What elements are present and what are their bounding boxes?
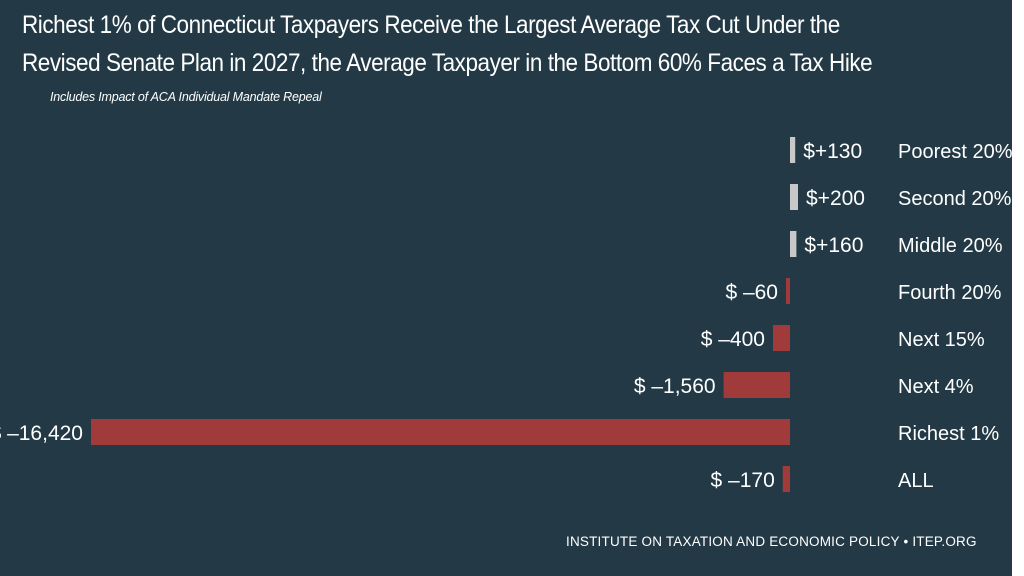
bar-5: [723, 372, 790, 398]
bar-6: [91, 419, 790, 445]
category-label-2: Middle 20%: [898, 235, 1003, 257]
category-label-7: ALL: [898, 470, 934, 492]
value-label-6: $ –16,420: [0, 422, 83, 445]
source-footer: INSTITUTE ON TAXATION AND ECONOMIC POLIC…: [566, 534, 977, 549]
chart-title: Richest 1% of Connecticut Taxpayers Rece…: [22, 6, 909, 82]
category-label-1: Second 20%: [898, 188, 1012, 210]
title-line-1: Richest 1% of Connecticut Taxpayers Rece…: [22, 11, 840, 39]
bar-4: [772, 325, 790, 351]
chart-subtitle: Includes Impact of ACA Individual Mandat…: [50, 90, 322, 104]
value-label-7: $ –170: [711, 469, 775, 492]
title-line-2: Revised Senate Plan in 2027, the Average…: [22, 49, 873, 77]
bar-7: [782, 466, 790, 492]
category-label-3: Fourth 20%: [898, 282, 1002, 304]
category-label-5: Next 4%: [898, 376, 974, 398]
bar-0: [790, 137, 796, 163]
bar-2: [790, 231, 797, 257]
value-label-5: $ –1,560: [634, 375, 716, 398]
category-label-4: Next 15%: [898, 329, 985, 351]
value-label-4: $ –400: [701, 328, 765, 351]
bar-1: [790, 184, 798, 210]
value-label-1: $+200: [806, 187, 865, 210]
category-label-0: Poorest 20%: [898, 141, 1012, 163]
bar-3: [786, 278, 790, 304]
value-label-2: $+160: [804, 234, 863, 257]
value-label-3: $ –60: [725, 281, 778, 304]
value-label-0: $+130: [803, 140, 862, 163]
category-label-6: Richest 1%: [898, 423, 999, 445]
